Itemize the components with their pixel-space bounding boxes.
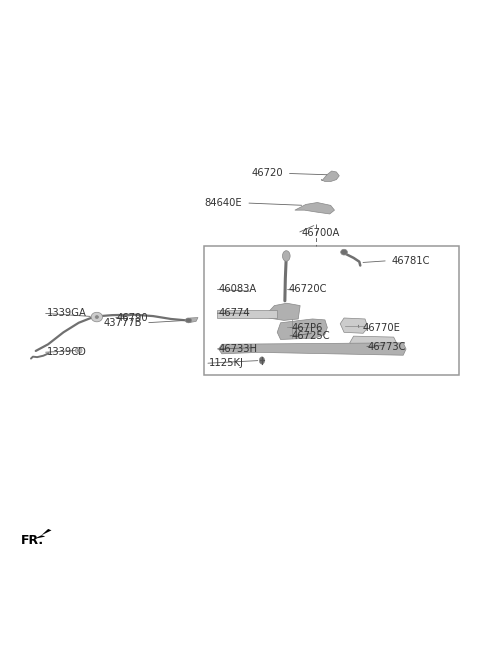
- Ellipse shape: [91, 312, 103, 322]
- Polygon shape: [189, 317, 198, 323]
- Bar: [217, 310, 277, 318]
- Text: 46720: 46720: [252, 168, 283, 179]
- Text: 46774: 46774: [218, 308, 250, 318]
- Polygon shape: [268, 304, 300, 321]
- Text: 1125KJ: 1125KJ: [209, 358, 244, 369]
- Ellipse shape: [95, 315, 98, 319]
- Polygon shape: [218, 343, 406, 355]
- Text: 46700A: 46700A: [301, 228, 339, 238]
- Polygon shape: [321, 171, 339, 181]
- Text: 46781C: 46781C: [392, 256, 430, 265]
- Polygon shape: [350, 336, 396, 349]
- Text: 46725C: 46725C: [291, 331, 330, 341]
- Polygon shape: [34, 529, 51, 539]
- Ellipse shape: [259, 357, 264, 364]
- Text: 46733H: 46733H: [218, 344, 258, 354]
- Text: 84640E: 84640E: [205, 198, 242, 208]
- Text: 46770E: 46770E: [363, 323, 400, 332]
- Ellipse shape: [77, 350, 80, 351]
- Text: 43777B: 43777B: [104, 318, 142, 328]
- Bar: [204, 246, 458, 375]
- Ellipse shape: [75, 348, 82, 353]
- Text: 467P6: 467P6: [291, 323, 323, 332]
- Text: 46773C: 46773C: [368, 342, 407, 351]
- Text: 1339GA: 1339GA: [47, 308, 86, 318]
- Polygon shape: [277, 319, 327, 340]
- Text: 1339CD: 1339CD: [47, 348, 86, 357]
- Ellipse shape: [341, 249, 348, 255]
- Ellipse shape: [282, 251, 290, 261]
- Ellipse shape: [185, 318, 192, 323]
- Polygon shape: [295, 202, 335, 214]
- Text: 46083A: 46083A: [218, 284, 257, 294]
- Text: 46790: 46790: [117, 313, 148, 323]
- Polygon shape: [340, 318, 368, 333]
- Text: FR.: FR.: [21, 534, 44, 547]
- Text: 46720C: 46720C: [288, 284, 327, 294]
